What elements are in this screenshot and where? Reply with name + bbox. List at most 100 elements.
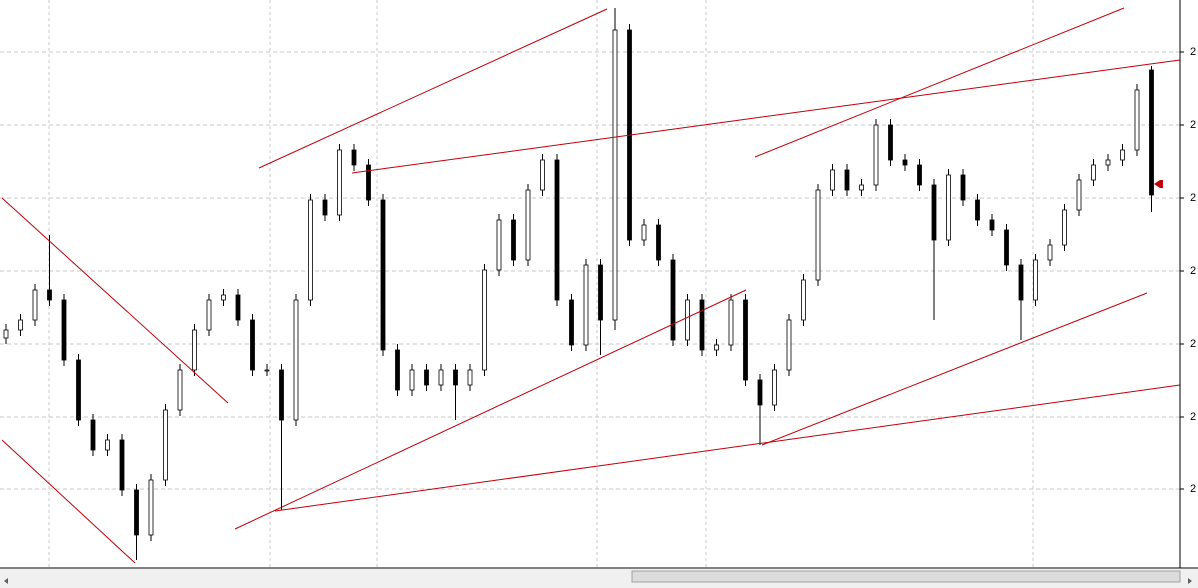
candle-body	[946, 174, 951, 241]
candle-body	[163, 409, 168, 481]
candle-body	[148, 479, 154, 536]
candle-body	[931, 184, 937, 241]
trend-line	[274, 384, 1181, 512]
trend-line	[1, 439, 136, 564]
candle-body	[960, 174, 966, 201]
candle-body	[119, 439, 125, 491]
candle-body	[366, 164, 371, 201]
candle-body	[1018, 264, 1024, 301]
trend-lines	[1, 7, 1181, 564]
candle-body	[757, 379, 763, 406]
candle-body	[395, 349, 400, 391]
candle-body	[18, 319, 23, 331]
candle-body	[438, 369, 444, 386]
price-marker	[1154, 180, 1163, 188]
y-tick-label: 2	[1190, 192, 1196, 204]
candle-body	[250, 319, 255, 371]
candle-body	[192, 329, 197, 371]
candle-body	[293, 299, 299, 421]
candle-body	[453, 369, 458, 386]
candle-body	[830, 169, 835, 191]
candle-body	[1105, 159, 1111, 166]
candle-body	[32, 289, 38, 321]
candle-body	[540, 159, 545, 191]
candle-body	[888, 124, 893, 161]
candle-body	[612, 29, 618, 321]
candle-body	[47, 289, 52, 301]
trend-line	[258, 8, 608, 169]
candles	[3, 8, 1154, 560]
candle-body	[873, 124, 879, 186]
candle-body	[743, 299, 748, 381]
candle-body	[1062, 209, 1067, 246]
trend-line	[754, 7, 1125, 158]
candle-body	[699, 299, 705, 351]
candle-body	[1076, 179, 1082, 211]
candle-body	[989, 219, 995, 231]
trend-line	[1, 197, 229, 404]
candle-body	[1004, 229, 1009, 266]
candle-body	[1091, 164, 1096, 181]
candle-body	[641, 224, 647, 241]
y-tick-label: 2	[1190, 338, 1196, 350]
candle-body	[279, 369, 284, 421]
candle-body	[1134, 89, 1140, 151]
candle-body	[511, 219, 516, 261]
candle-body	[380, 199, 386, 351]
candle-body	[772, 369, 777, 406]
scrollbar-thumb[interactable]	[631, 570, 1181, 583]
scroll-right[interactable]	[1188, 578, 1192, 584]
candle-body	[583, 264, 589, 346]
candle-body	[308, 199, 313, 301]
candle-body	[598, 264, 603, 321]
candle-body	[685, 299, 690, 341]
trend-line	[234, 289, 747, 530]
candle-body	[409, 369, 415, 391]
candle-body	[917, 164, 922, 186]
y-tick-label: 2	[1190, 46, 1196, 58]
candle-body	[482, 269, 487, 371]
candle-body	[1120, 149, 1125, 161]
candle-body	[902, 159, 908, 166]
trend-line	[351, 59, 1181, 174]
candle-body	[859, 184, 864, 191]
y-tick-label: 2	[1190, 265, 1196, 277]
candle-body	[76, 359, 81, 421]
y-tick-label: 2	[1190, 411, 1196, 423]
candle-body	[525, 189, 531, 261]
candle-body	[714, 344, 719, 351]
candle-body	[264, 369, 270, 372]
candle-body	[656, 224, 661, 261]
candle-body	[351, 149, 357, 166]
candle-body	[134, 489, 139, 536]
candle-body	[1033, 259, 1038, 301]
candle-body	[670, 259, 676, 341]
candle-body	[105, 439, 110, 451]
candle-body	[467, 369, 473, 386]
scroll-left[interactable]	[4, 578, 8, 584]
candle-body	[815, 189, 821, 281]
candle-body	[496, 219, 502, 271]
candle-body	[61, 299, 67, 361]
y-axis-labels: 2 2 2 2 2 2 2	[1180, 46, 1196, 495]
candle-body	[177, 369, 183, 411]
candle-body	[1047, 244, 1053, 261]
candle-body	[801, 279, 806, 321]
candle-body	[1149, 69, 1154, 196]
candle-body	[975, 199, 980, 221]
candle-body	[554, 159, 560, 301]
candle-body	[337, 149, 342, 216]
candle-body	[221, 294, 226, 301]
candle-body	[844, 169, 850, 191]
candle-body	[206, 299, 212, 331]
candle-body	[90, 419, 96, 451]
candle-body	[424, 369, 429, 386]
candle-body	[786, 319, 792, 371]
candle-body	[3, 329, 9, 339]
y-tick-label: 2	[1190, 119, 1196, 131]
trend-line	[761, 292, 1148, 446]
y-tick-label: 2	[1190, 483, 1196, 495]
candle-body	[569, 299, 574, 346]
candle-body	[728, 299, 734, 346]
